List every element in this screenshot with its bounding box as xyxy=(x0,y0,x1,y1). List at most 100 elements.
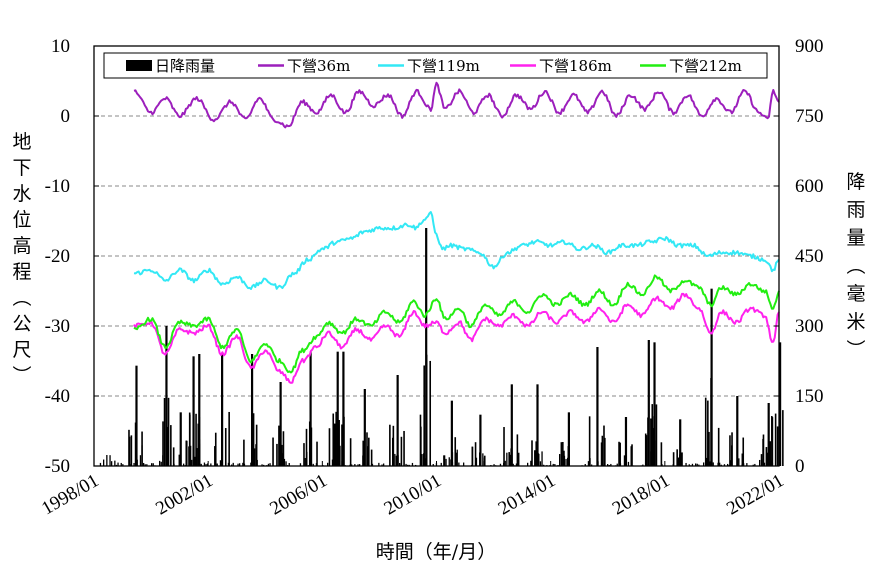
rainfall-bar xyxy=(456,449,458,466)
series-lines xyxy=(133,81,780,384)
rainfall-bar xyxy=(471,446,474,466)
rainfall-bar xyxy=(762,438,764,466)
rainfall-peak-bar xyxy=(342,351,345,466)
rainfall-bar xyxy=(162,421,164,466)
rainfall-bars xyxy=(99,228,784,466)
rainfall-peak-bar xyxy=(363,389,366,466)
rainfall-bar xyxy=(731,445,733,466)
rainfall-bar xyxy=(742,437,745,466)
rainfall-bar xyxy=(531,440,533,466)
rainfall-bar xyxy=(338,420,340,466)
x-tick-label: 2022/01 xyxy=(723,470,787,519)
rainfall-bar xyxy=(189,445,192,466)
rainfall-bar xyxy=(650,418,652,466)
left-tick-label: 10 xyxy=(51,36,70,57)
x-tick-label: 2014/01 xyxy=(495,470,559,519)
rainfall-bar xyxy=(224,428,227,466)
right-tick-label: 300 xyxy=(795,316,824,337)
rainfall-bar xyxy=(515,463,518,466)
rainfall-bar xyxy=(591,464,593,466)
rainfall-peak-bar xyxy=(336,351,339,466)
rainfall-bar xyxy=(283,458,286,466)
rainfall-bar xyxy=(554,464,556,466)
legend-label: 下營186m xyxy=(539,57,612,75)
rainfall-bar xyxy=(310,427,313,466)
rainfall-bar xyxy=(111,461,113,466)
rainfall-bar xyxy=(642,464,644,466)
rainfall-bar xyxy=(328,428,331,466)
rainfall-bar xyxy=(765,447,768,466)
legend-label: 日降雨量 xyxy=(155,57,215,75)
rainfall-bar xyxy=(587,461,590,466)
rainfall-bar xyxy=(253,448,256,466)
legend-label: 下營119m xyxy=(407,57,480,75)
rainfall-bar xyxy=(357,464,359,466)
rainfall-bar xyxy=(285,461,287,466)
rainfall-bar xyxy=(688,464,690,466)
rainfall-bar xyxy=(188,412,191,466)
rainfall-bar xyxy=(411,462,414,466)
rainfall-bar xyxy=(185,440,188,466)
rainfall-bar xyxy=(255,424,258,466)
rainfall-bar xyxy=(383,463,385,466)
rainfall-bar xyxy=(541,451,543,466)
rainfall-bar xyxy=(741,453,744,466)
rainfall-bar xyxy=(530,460,532,466)
rainfall-bar xyxy=(685,462,687,466)
rainfall-peak-bar xyxy=(567,412,570,466)
rainfall-bar xyxy=(269,463,271,466)
rainfall-bar xyxy=(445,458,447,466)
rainfall-bar xyxy=(106,454,108,466)
rainfall-bar xyxy=(335,411,337,466)
rainfall-bar xyxy=(474,442,477,466)
rainfall-bar xyxy=(475,457,478,466)
rainfall-peak-bar xyxy=(736,396,739,466)
rainfall-peak-bar xyxy=(250,354,254,466)
rainfall-bar xyxy=(400,436,403,466)
rainfall-bar xyxy=(695,463,697,466)
rainfall-bar xyxy=(535,441,538,466)
rainfall-bar xyxy=(584,463,586,466)
rainfall-peak-bar xyxy=(309,351,312,466)
legend-label: 下營212m xyxy=(669,57,742,75)
rainfall-bar xyxy=(647,417,649,466)
x-axis-ticks: 1998/01 2002/01 2006/01 2010/01 2014/01 2018/… xyxy=(38,461,788,519)
rainfall-bar xyxy=(378,462,380,466)
rainfall-bar xyxy=(503,427,505,466)
rainfall-bar xyxy=(178,454,181,466)
x-tick-label: 2010/01 xyxy=(381,470,445,519)
rainfall-bar xyxy=(351,464,353,466)
rainfall-peak-bar xyxy=(510,384,513,466)
left-tick-label: -10 xyxy=(45,176,70,197)
rainfall-peak-bar xyxy=(710,288,713,466)
rainfall-bar xyxy=(371,463,374,466)
rainfall-bar xyxy=(719,462,721,466)
rainfall-bar xyxy=(508,452,510,466)
rainfall-bar xyxy=(200,463,202,466)
rainfall-bar xyxy=(191,459,193,466)
rainfall-bar xyxy=(769,441,771,466)
rainfall-bar xyxy=(776,426,779,466)
rainfall-bar xyxy=(537,453,540,466)
rainfall-peak-bar xyxy=(536,384,539,466)
rainfall-bar xyxy=(198,439,201,466)
rainfall-bar xyxy=(482,453,484,466)
rainfall-bar xyxy=(483,455,486,466)
left-axis-title: 地下水位高程︵公尺︶ xyxy=(12,131,31,387)
rainfall-bar xyxy=(730,460,732,466)
rainfall-bar xyxy=(366,432,368,466)
rainfall-bar xyxy=(282,431,285,466)
rainfall-bar xyxy=(152,463,154,466)
x-tick-label: 1998/01 xyxy=(38,470,102,519)
rainfall-bar xyxy=(120,462,122,466)
rainfall-bar xyxy=(420,426,422,466)
rainfall-bar xyxy=(219,460,222,466)
rainfall-bar xyxy=(303,443,305,466)
rainfall-bar xyxy=(389,424,391,466)
rainfall-bar xyxy=(195,448,198,466)
rainfall-bar xyxy=(552,463,554,466)
rainfall-bar xyxy=(512,463,514,466)
rainfall-bar xyxy=(151,463,153,466)
rainfall-bar xyxy=(243,439,245,466)
rainfall-peak-bar xyxy=(596,347,599,466)
